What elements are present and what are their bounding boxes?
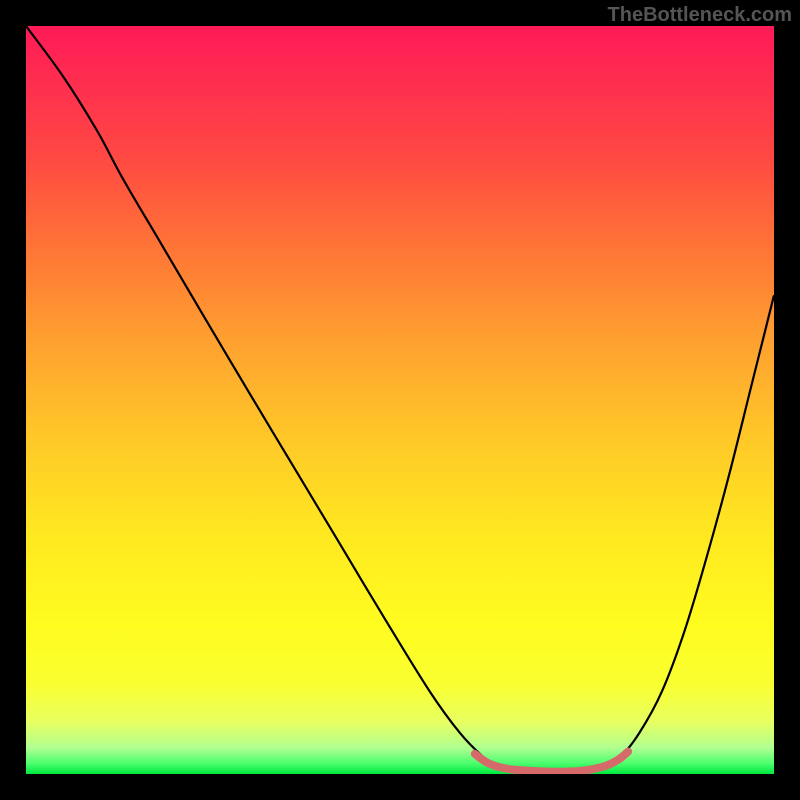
chart-plot-area xyxy=(26,26,774,774)
watermark-text: TheBottleneck.com xyxy=(608,4,792,27)
gradient-background-rect xyxy=(26,26,774,774)
chart-svg xyxy=(26,26,774,774)
